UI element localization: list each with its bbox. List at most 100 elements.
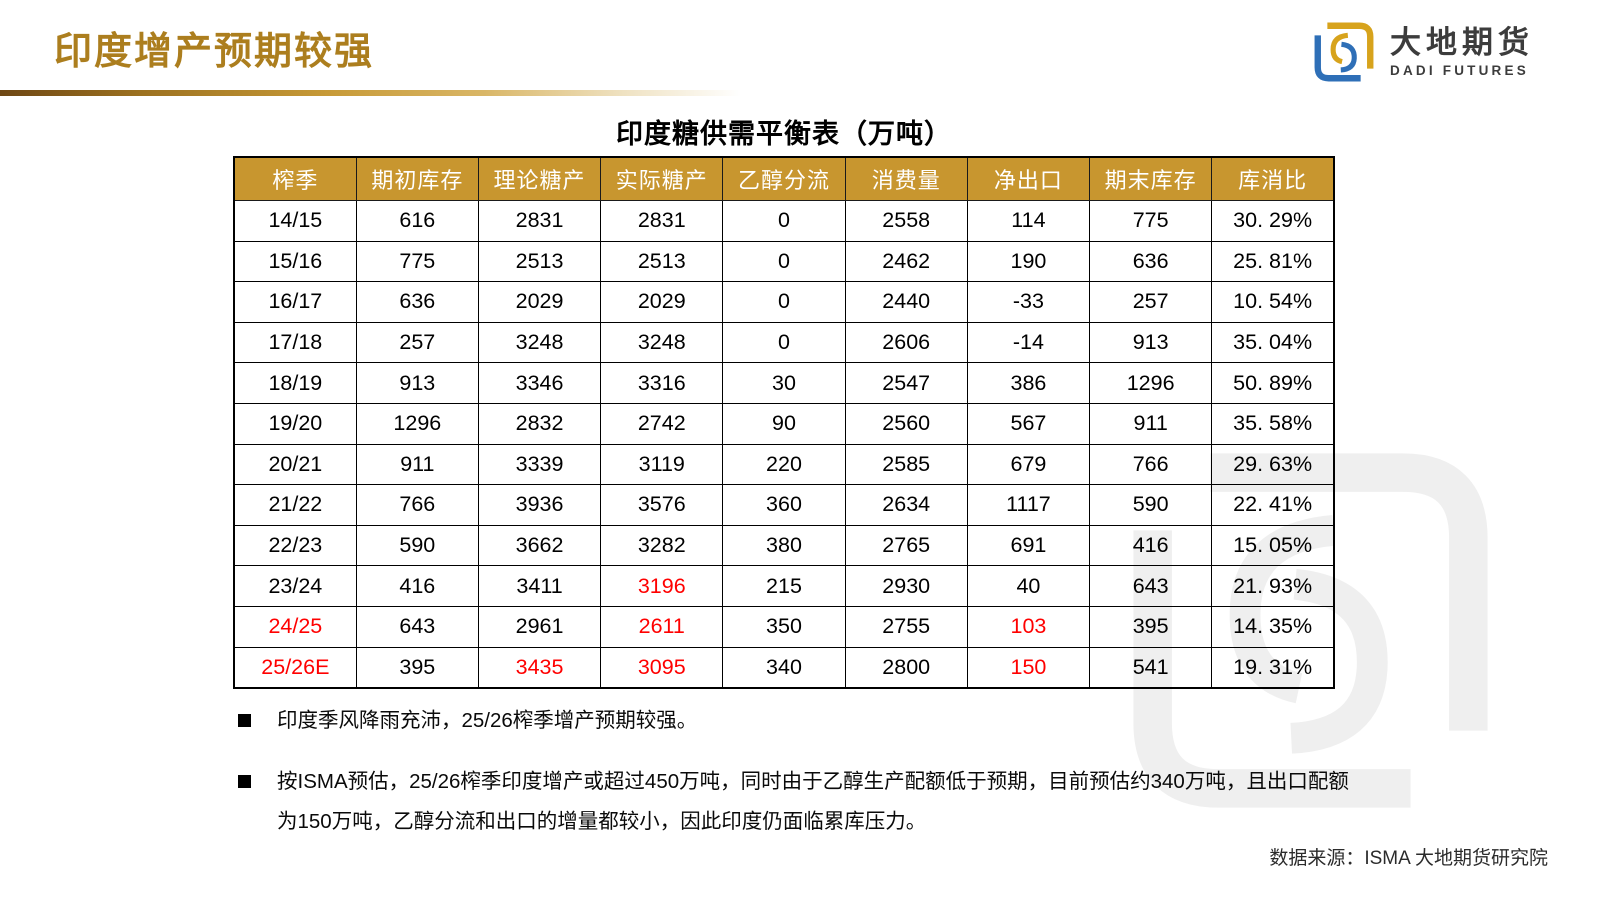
bullet-text: 按ISMA预估，25/26榨季印度增产或超过450万吨，同时由于乙醇生产配额低于… (277, 762, 1349, 842)
table-row: 24/25 643 2961 2611 350 2755 103 395 14. 35% (233, 605, 1335, 648)
table-cell: 2765 (844, 524, 968, 567)
table-row: 14/15 616 2831 2831 0 2558 114 775 30. 29% (233, 200, 1335, 242)
column-header: 乙醇分流 (722, 156, 846, 201)
table-cell: 416 (1089, 524, 1213, 567)
brand-name-en: DADI FUTURES (1390, 62, 1529, 78)
table-cell: 340 (722, 646, 846, 689)
table-cell: 24/25 (233, 605, 357, 648)
table-cell: 2560 (844, 402, 968, 445)
table-cell: 15/16 (233, 240, 357, 283)
table-cell: 766 (1089, 443, 1213, 486)
table-row: 22/23 590 3662 3282 380 2765 691 416 15. 05% (233, 524, 1335, 567)
balance-table: 榨季 期初库存 理论糖产 实际糖产 乙醇分流 消费量 净出口 期末库存 库消比 14/15 616… (233, 156, 1335, 690)
bullet-square-icon (238, 714, 251, 727)
table-cell: 913 (355, 362, 479, 404)
table-cell: 190 (966, 240, 1091, 283)
table-cell: 2558 (844, 200, 968, 242)
table-cell: 691 (966, 524, 1091, 567)
table-cell: 2513 (477, 240, 602, 283)
table-row: 21/22 766 3936 3576 360 2634 1117 590 22. 41% (233, 484, 1335, 526)
table-cell: 0 (722, 240, 846, 283)
table-cell: 2440 (844, 281, 968, 323)
table-row: 16/17 636 2029 2029 0 2440 -33 257 10. 54% (233, 281, 1335, 323)
table-cell: 3196 (600, 565, 724, 607)
table-cell: 386 (966, 362, 1091, 404)
column-header: 榨季 (233, 156, 357, 201)
column-header: 消费量 (844, 156, 968, 201)
table-cell: 1117 (966, 484, 1091, 526)
table-cell: 679 (966, 443, 1091, 486)
table-cell: 3435 (477, 646, 602, 689)
table-cell: 416 (355, 565, 479, 607)
table-cell: 2961 (477, 605, 602, 648)
table-cell: 103 (966, 605, 1091, 648)
table-cell: 775 (355, 240, 479, 283)
table-cell: 3095 (600, 646, 724, 689)
table-cell: 541 (1089, 646, 1213, 689)
balance-table-body: 14/15 616 2831 2831 0 2558 114 775 30. 29% 15/16 7… (233, 200, 1335, 689)
column-header: 理论糖产 (477, 156, 602, 201)
table-cell: 220 (722, 443, 846, 486)
table-cell: 2831 (477, 200, 602, 242)
table-cell: -33 (966, 281, 1091, 323)
table-cell: 913 (1089, 321, 1213, 364)
table-cell: 15. 05% (1211, 524, 1335, 567)
table-cell: 90 (722, 402, 846, 445)
table-cell: 14. 35% (1211, 605, 1335, 648)
page-title: 印度增产预期较强 (54, 31, 375, 73)
table-row: 20/21 911 3339 3119 220 2585 679 766 29. 63% (233, 443, 1335, 486)
table-cell: 2606 (844, 321, 968, 364)
table-cell: 30 (722, 362, 846, 404)
table-cell: 2029 (477, 281, 602, 323)
column-header: 实际糖产 (600, 156, 724, 201)
table-cell: 395 (1089, 605, 1213, 648)
table-cell: 3282 (600, 524, 724, 567)
table-cell: 1296 (1089, 362, 1213, 404)
table-cell: 2831 (600, 200, 724, 242)
table-cell: 3248 (600, 321, 724, 364)
table-row: 23/24 416 3411 3196 215 2930 40 643 21. 93% (233, 565, 1335, 607)
bullet-square-icon (238, 775, 251, 788)
table-cell: 2832 (477, 402, 602, 445)
table-cell: 0 (722, 281, 846, 323)
brand-logo-icon (1314, 22, 1374, 82)
table-cell: 2547 (844, 362, 968, 404)
table-cell: 25. 81% (1211, 240, 1335, 283)
table-cell: 3346 (477, 362, 602, 404)
table-cell: 0 (722, 321, 846, 364)
table-cell: 150 (966, 646, 1091, 689)
table-cell: 14/15 (233, 200, 357, 242)
table-cell: 19. 31% (1211, 646, 1335, 689)
bullet-text-line: 为150万吨，乙醇分流和出口的增量都较小，因此印度仍面临累库压力。 (277, 810, 927, 833)
table-cell: 50. 89% (1211, 362, 1335, 404)
table-cell: 35. 04% (1211, 321, 1335, 364)
table-cell: 395 (355, 646, 479, 689)
table-cell: 22/23 (233, 524, 357, 567)
table-cell: 3411 (477, 565, 602, 607)
table-cell: 215 (722, 565, 846, 607)
table-cell: 40 (966, 565, 1091, 607)
table-cell: 21. 93% (1211, 565, 1335, 607)
table-cell: 2755 (844, 605, 968, 648)
table-cell: 766 (355, 484, 479, 526)
table-cell: 636 (355, 281, 479, 323)
column-header: 库消比 (1211, 156, 1335, 201)
table-cell: 114 (966, 200, 1091, 242)
table-cell: 23/24 (233, 565, 357, 607)
table-cell: 911 (1089, 402, 1213, 445)
table-cell: 2742 (600, 402, 724, 445)
table-cell: 29. 63% (1211, 443, 1335, 486)
table-row: 19/20 1296 2832 2742 90 2560 567 911 35. 58% (233, 402, 1335, 445)
table-cell: 567 (966, 402, 1091, 445)
table-header-row: 榨季 期初库存 理论糖产 实际糖产 乙醇分流 消费量 净出口 期末库存 库消比 (233, 156, 1335, 201)
table-cell: 636 (1089, 240, 1213, 283)
table-row: 17/18 257 3248 3248 0 2606 -14 913 35. 04% (233, 321, 1335, 364)
brand-name-cn: 大地期货 (1390, 24, 1534, 60)
column-header: 净出口 (966, 156, 1091, 201)
table-cell: 775 (1089, 200, 1213, 242)
table-cell: 3662 (477, 524, 602, 567)
table-cell: 3339 (477, 443, 602, 486)
table-cell: 643 (355, 605, 479, 648)
title-underline-rule (0, 90, 780, 96)
